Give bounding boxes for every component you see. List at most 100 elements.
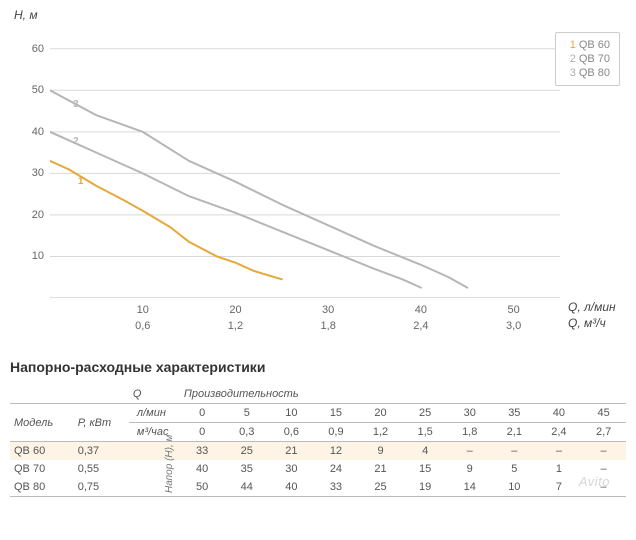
y-axis-ticks: 10 20 30 40 50 60 — [10, 28, 46, 298]
table-row: QB 80 0,75 50444033251914107– — [10, 478, 626, 497]
legend-item: 2QB 70 — [565, 52, 610, 66]
cell-val: 15 — [403, 460, 448, 478]
cell-val: 14 — [447, 478, 492, 497]
cell-val: 5 — [492, 460, 537, 478]
x-tick-lmin: 50 — [508, 304, 520, 316]
cell-val: 25 — [224, 442, 269, 461]
y-tick-label: 50 — [32, 84, 44, 96]
y-axis-title: Н, м — [14, 8, 38, 22]
q-label: Q — [129, 385, 180, 404]
cell-val: – — [581, 442, 626, 461]
hdr-lmin: 45 — [581, 404, 626, 423]
hdr-m3h: 1,5 — [403, 423, 448, 442]
hdr-lmin: 30 — [447, 404, 492, 423]
cell-val: 10 — [492, 478, 537, 497]
cell-val: 21 — [358, 460, 403, 478]
x-tick-lmin: 20 — [229, 304, 241, 316]
x-tick-lmin: 10 — [137, 304, 149, 316]
hdr-lmin: 35 — [492, 404, 537, 423]
legend-label: QB 70 — [579, 53, 610, 65]
series-number-label: 2 — [73, 136, 79, 147]
legend-label: QB 60 — [579, 39, 610, 51]
cell-val: 19 — [403, 478, 448, 497]
performance-table: Q ПроизводительностьМодель Р, кВт л/мин … — [10, 385, 626, 497]
pump-curve-chart: Н, м 102030405060 1020304050 0,61,21,82,… — [10, 6, 626, 351]
x-axis-title-lmin: Q, л/мин — [568, 300, 616, 314]
legend-item: 1QB 60 — [565, 38, 610, 52]
watermark: Avito — [579, 474, 610, 489]
cell-model: QB 60 — [10, 442, 74, 461]
cell-val: 25 — [358, 478, 403, 497]
plot-area — [50, 28, 560, 298]
cell-val: 44 — [224, 478, 269, 497]
hdr-lmin: 15 — [314, 404, 359, 423]
y-tick-label: 60 — [32, 43, 44, 55]
y-tick-label: 30 — [32, 167, 44, 179]
hdr-m3h: 0,3 — [224, 423, 269, 442]
series-number-label: 1 — [78, 176, 84, 187]
cell-val: 9 — [447, 460, 492, 478]
hdr-m3h: 2,4 — [537, 423, 582, 442]
x-axis-title-m3h: Q, м³/ч — [568, 316, 606, 330]
x-tick-lmin: 30 — [322, 304, 334, 316]
y-tick-label: 20 — [32, 209, 44, 221]
legend-num: 1 — [565, 38, 576, 52]
napor-label: Напор (Н), м — [164, 435, 175, 493]
cell-val: 24 — [314, 460, 359, 478]
hdr-m3h: 0 — [180, 423, 225, 442]
hdr-m3h: 0,6 — [269, 423, 314, 442]
hdr-m3h: 1,8 — [447, 423, 492, 442]
cell-power: 0,55 — [74, 460, 129, 478]
cell-val: 21 — [269, 442, 314, 461]
perf-label: Производительность — [180, 385, 626, 404]
y-tick-label: 10 — [32, 250, 44, 262]
col-power: Р, кВт — [74, 404, 129, 442]
cell-val: 40 — [180, 460, 225, 478]
hdr-m3h: 1,2 — [358, 423, 403, 442]
x-tick-m3h: 1,2 — [228, 320, 243, 332]
legend-label: QB 80 — [579, 67, 610, 79]
col-model: Модель — [10, 404, 74, 442]
cell-val: 4 — [403, 442, 448, 461]
cell-model: QB 80 — [10, 478, 74, 497]
hdr-lmin: 20 — [358, 404, 403, 423]
cell-val: 50 — [180, 478, 225, 497]
legend-item: 3QB 80 — [565, 66, 610, 80]
cell-val: 35 — [224, 460, 269, 478]
hdr-lmin: 25 — [403, 404, 448, 423]
cell-val: – — [492, 442, 537, 461]
cell-model: QB 70 — [10, 460, 74, 478]
hdr-lmin: 5 — [224, 404, 269, 423]
hdr-m3h: 2,7 — [581, 423, 626, 442]
hdr-m3h: 0,9 — [314, 423, 359, 442]
x-tick-m3h: 0,6 — [135, 320, 150, 332]
cell-val: 7 — [537, 478, 582, 497]
x-tick-m3h: 3,0 — [506, 320, 521, 332]
cell-val: 30 — [269, 460, 314, 478]
cell-val: 33 — [180, 442, 225, 461]
performance-table-wrap: Q ПроизводительностьМодель Р, кВт л/мин … — [10, 385, 626, 497]
hdr-m3h: 2,1 — [492, 423, 537, 442]
cell-val: 12 — [314, 442, 359, 461]
hdr-lmin: 10 — [269, 404, 314, 423]
hdr-lmin: 0 — [180, 404, 225, 423]
legend-num: 2 — [565, 52, 576, 66]
unit-lmin: л/мин — [129, 404, 180, 423]
cell-val: 1 — [537, 460, 582, 478]
table-row: QB 60 0,37 3325211294–––– — [10, 442, 626, 461]
hdr-lmin: 40 — [537, 404, 582, 423]
y-tick-label: 40 — [32, 126, 44, 138]
legend-num: 3 — [565, 66, 576, 80]
table-row: QB 70 0,55 403530242115951– — [10, 460, 626, 478]
cell-val: – — [537, 442, 582, 461]
table-title: Напорно-расходные характеристики — [10, 359, 626, 375]
cell-val: 9 — [358, 442, 403, 461]
cell-power: 0,37 — [74, 442, 129, 461]
legend: 1QB 602QB 703QB 80 — [555, 32, 620, 86]
cell-power: 0,75 — [74, 478, 129, 497]
series-number-label: 3 — [73, 99, 79, 110]
x-tick-lmin: 40 — [415, 304, 427, 316]
cell-val: 33 — [314, 478, 359, 497]
x-tick-m3h: 1,8 — [321, 320, 336, 332]
cell-val: – — [447, 442, 492, 461]
